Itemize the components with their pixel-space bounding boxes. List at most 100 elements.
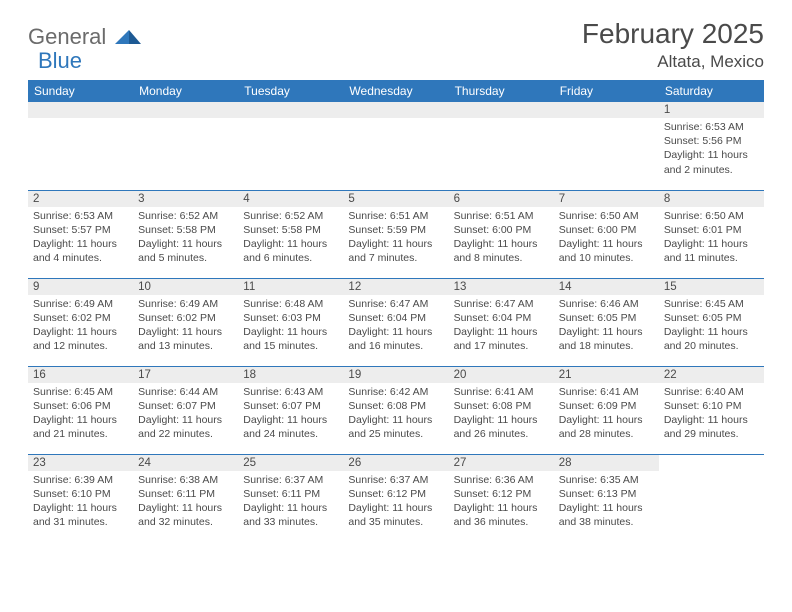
sunset-text: Sunset: 6:12 PM	[454, 487, 549, 501]
calendar-day-cell: 16Sunrise: 6:45 AMSunset: 6:06 PMDayligh…	[28, 366, 133, 454]
day-number: 7	[554, 191, 659, 207]
daylight-line-1: Daylight: 11 hours	[33, 325, 128, 339]
sunset-text: Sunset: 6:13 PM	[559, 487, 654, 501]
calendar-day-cell: 9Sunrise: 6:49 AMSunset: 6:02 PMDaylight…	[28, 278, 133, 366]
daylight-line-2: and 17 minutes.	[454, 339, 549, 353]
sunrise-text: Sunrise: 6:53 AM	[33, 209, 128, 223]
sunrise-text: Sunrise: 6:37 AM	[243, 473, 338, 487]
daylight-line-1: Daylight: 11 hours	[243, 237, 338, 251]
daylight-line-2: and 6 minutes.	[243, 251, 338, 265]
calendar-day-cell: 27Sunrise: 6:36 AMSunset: 6:12 PMDayligh…	[449, 454, 554, 542]
day-details: Sunrise: 6:53 AMSunset: 5:56 PMDaylight:…	[659, 118, 764, 181]
daylight-line-1: Daylight: 11 hours	[664, 148, 759, 162]
sunrise-text: Sunrise: 6:45 AM	[33, 385, 128, 399]
day-number: 8	[659, 191, 764, 207]
daylight-line-2: and 11 minutes.	[664, 251, 759, 265]
location-label: Altata, Mexico	[582, 52, 764, 72]
calendar-day-cell	[133, 102, 238, 190]
sunrise-text: Sunrise: 6:48 AM	[243, 297, 338, 311]
sunrise-text: Sunrise: 6:46 AM	[559, 297, 654, 311]
sunrise-text: Sunrise: 6:50 AM	[559, 209, 654, 223]
daylight-line-2: and 35 minutes.	[348, 515, 443, 529]
day-number: 26	[343, 455, 448, 471]
column-header: Tuesday	[238, 80, 343, 102]
calendar-day-cell: 20Sunrise: 6:41 AMSunset: 6:08 PMDayligh…	[449, 366, 554, 454]
day-details: Sunrise: 6:50 AMSunset: 6:00 PMDaylight:…	[554, 207, 659, 270]
sunrise-text: Sunrise: 6:53 AM	[664, 120, 759, 134]
column-header: Monday	[133, 80, 238, 102]
sunset-text: Sunset: 6:06 PM	[33, 399, 128, 413]
daylight-line-2: and 7 minutes.	[348, 251, 443, 265]
day-number: 27	[449, 455, 554, 471]
day-number: 28	[554, 455, 659, 471]
day-number: 5	[343, 191, 448, 207]
daylight-line-2: and 21 minutes.	[33, 427, 128, 441]
column-header: Friday	[554, 80, 659, 102]
daylight-line-1: Daylight: 11 hours	[138, 237, 233, 251]
day-details: Sunrise: 6:49 AMSunset: 6:02 PMDaylight:…	[28, 295, 133, 358]
day-number: 22	[659, 367, 764, 383]
sunrise-text: Sunrise: 6:41 AM	[454, 385, 549, 399]
daylight-line-1: Daylight: 11 hours	[664, 413, 759, 427]
daylight-line-2: and 32 minutes.	[138, 515, 233, 529]
daylight-line-1: Daylight: 11 hours	[33, 413, 128, 427]
day-details: Sunrise: 6:43 AMSunset: 6:07 PMDaylight:…	[238, 383, 343, 446]
calendar-day-cell: 11Sunrise: 6:48 AMSunset: 6:03 PMDayligh…	[238, 278, 343, 366]
day-details: Sunrise: 6:40 AMSunset: 6:10 PMDaylight:…	[659, 383, 764, 446]
day-details: Sunrise: 6:52 AMSunset: 5:58 PMDaylight:…	[133, 207, 238, 270]
sunset-text: Sunset: 6:04 PM	[348, 311, 443, 325]
day-number: 23	[28, 455, 133, 471]
daylight-line-2: and 36 minutes.	[454, 515, 549, 529]
sunset-text: Sunset: 6:08 PM	[348, 399, 443, 413]
day-details: Sunrise: 6:47 AMSunset: 6:04 PMDaylight:…	[449, 295, 554, 358]
sunrise-text: Sunrise: 6:52 AM	[243, 209, 338, 223]
sunrise-text: Sunrise: 6:40 AM	[664, 385, 759, 399]
daylight-line-1: Daylight: 11 hours	[243, 325, 338, 339]
day-details: Sunrise: 6:37 AMSunset: 6:11 PMDaylight:…	[238, 471, 343, 534]
daylight-line-1: Daylight: 11 hours	[243, 413, 338, 427]
sunrise-text: Sunrise: 6:52 AM	[138, 209, 233, 223]
daylight-line-2: and 12 minutes.	[33, 339, 128, 353]
calendar-day-cell: 5Sunrise: 6:51 AMSunset: 5:59 PMDaylight…	[343, 190, 448, 278]
sunrise-text: Sunrise: 6:44 AM	[138, 385, 233, 399]
day-number	[238, 102, 343, 118]
daylight-line-2: and 28 minutes.	[559, 427, 654, 441]
logo-mark-icon	[115, 31, 141, 48]
logo-text-general: General	[28, 24, 106, 49]
day-details: Sunrise: 6:45 AMSunset: 6:05 PMDaylight:…	[659, 295, 764, 358]
sunset-text: Sunset: 6:07 PM	[138, 399, 233, 413]
day-number: 13	[449, 279, 554, 295]
daylight-line-2: and 16 minutes.	[348, 339, 443, 353]
sunrise-text: Sunrise: 6:50 AM	[664, 209, 759, 223]
sunrise-text: Sunrise: 6:42 AM	[348, 385, 443, 399]
sunrise-text: Sunrise: 6:38 AM	[138, 473, 233, 487]
day-number: 19	[343, 367, 448, 383]
calendar-day-cell: 24Sunrise: 6:38 AMSunset: 6:11 PMDayligh…	[133, 454, 238, 542]
calendar-day-cell: 18Sunrise: 6:43 AMSunset: 6:07 PMDayligh…	[238, 366, 343, 454]
day-details: Sunrise: 6:36 AMSunset: 6:12 PMDaylight:…	[449, 471, 554, 534]
column-header: Thursday	[449, 80, 554, 102]
sunset-text: Sunset: 6:11 PM	[138, 487, 233, 501]
daylight-line-2: and 29 minutes.	[664, 427, 759, 441]
day-number: 10	[133, 279, 238, 295]
day-number: 25	[238, 455, 343, 471]
daylight-line-1: Daylight: 11 hours	[454, 413, 549, 427]
sunset-text: Sunset: 6:01 PM	[664, 223, 759, 237]
day-number	[28, 102, 133, 118]
day-details: Sunrise: 6:39 AMSunset: 6:10 PMDaylight:…	[28, 471, 133, 534]
day-details: Sunrise: 6:49 AMSunset: 6:02 PMDaylight:…	[133, 295, 238, 358]
calendar-day-cell: 15Sunrise: 6:45 AMSunset: 6:05 PMDayligh…	[659, 278, 764, 366]
day-details: Sunrise: 6:47 AMSunset: 6:04 PMDaylight:…	[343, 295, 448, 358]
sunrise-text: Sunrise: 6:51 AM	[348, 209, 443, 223]
sunset-text: Sunset: 5:56 PM	[664, 134, 759, 148]
calendar-day-cell: 10Sunrise: 6:49 AMSunset: 6:02 PMDayligh…	[133, 278, 238, 366]
day-number: 17	[133, 367, 238, 383]
calendar-day-cell: 6Sunrise: 6:51 AMSunset: 6:00 PMDaylight…	[449, 190, 554, 278]
day-number: 2	[28, 191, 133, 207]
daylight-line-1: Daylight: 11 hours	[348, 501, 443, 515]
sunset-text: Sunset: 6:00 PM	[559, 223, 654, 237]
day-number	[449, 102, 554, 118]
daylight-line-1: Daylight: 11 hours	[138, 501, 233, 515]
day-details: Sunrise: 6:45 AMSunset: 6:06 PMDaylight:…	[28, 383, 133, 446]
calendar-day-cell	[554, 102, 659, 190]
